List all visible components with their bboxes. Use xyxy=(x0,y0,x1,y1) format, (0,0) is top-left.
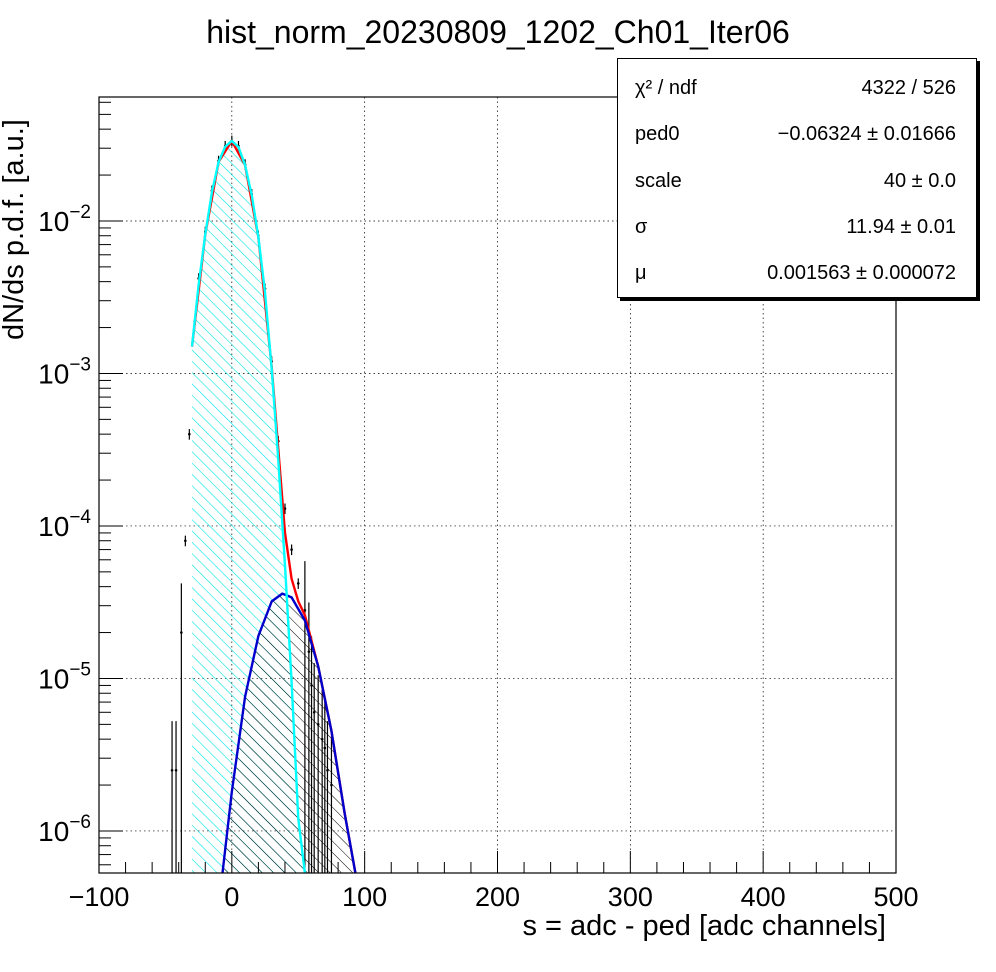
y-tick-label: 10−4 xyxy=(38,507,91,542)
data-point xyxy=(307,650,311,653)
tick-labels: −100 0 100 200 300 400 500 10−6 10−5 10−4 10−3 10−2 xyxy=(38,202,918,912)
data-point xyxy=(296,582,300,585)
stat-value: −0.06324 ± 0.01666 xyxy=(777,123,956,145)
x-tick-label: 200 xyxy=(475,882,520,912)
stat-value: 40 ± 0.0 xyxy=(883,170,956,192)
y-tick-label: 10−3 xyxy=(38,354,91,389)
x-tick-label: 300 xyxy=(608,882,653,912)
y-tick-label: 10−5 xyxy=(38,659,91,694)
data-point xyxy=(326,768,329,772)
data-point xyxy=(180,631,183,634)
x-axis-label: s = adc - ped [adc channels] xyxy=(522,910,886,942)
x-tick-label: −100 xyxy=(69,882,130,912)
data-point xyxy=(174,768,178,772)
stat-row-scale: scale 40 ± 0.0 xyxy=(635,170,956,200)
y-tick-label: 10−6 xyxy=(38,812,91,847)
stat-key: scale xyxy=(635,170,682,192)
data-point xyxy=(310,684,313,687)
stat-value: 4322 / 526 xyxy=(861,77,956,99)
fit-stats-box: χ² / ndf 4322 / 526 ped0 −0.06324 ± 0.01… xyxy=(617,58,977,298)
x-tick-label: 0 xyxy=(224,882,239,912)
data-point xyxy=(323,746,327,750)
stat-key: μ xyxy=(635,262,647,284)
axis-ticks xyxy=(98,101,897,873)
stat-value: 0.001563 ± 0.000072 xyxy=(767,262,956,284)
fit-curves xyxy=(190,139,357,873)
data-point xyxy=(320,737,324,741)
data-point xyxy=(312,710,316,714)
y-axis-label: dN/ds p.d.f. [a.u.] xyxy=(0,119,30,340)
stat-key: χ² / ndf xyxy=(635,77,697,99)
stat-key: σ xyxy=(635,216,648,238)
y-tick-label: 10−2 xyxy=(38,202,91,237)
stat-value: 11.94 ± 0.01 xyxy=(846,216,956,238)
data-point xyxy=(330,783,333,787)
stat-row-mu: μ 0.001563 ± 0.000072 xyxy=(635,262,956,292)
chart-title: hist_norm_20230809_1202_Ch01_Iter06 xyxy=(206,14,790,50)
stat-key: ped0 xyxy=(635,123,680,145)
data-point xyxy=(184,539,187,543)
data-point xyxy=(290,548,293,551)
data-point xyxy=(170,768,174,772)
data-point xyxy=(316,723,320,726)
data-point xyxy=(188,432,191,436)
pedestal-component-curve xyxy=(190,139,307,873)
x-tick-label: 400 xyxy=(741,882,786,912)
x-tick-label: 500 xyxy=(873,882,918,912)
stat-row-chi2: χ² / ndf 4322 / 526 xyxy=(635,77,956,107)
data-point xyxy=(303,608,307,612)
x-tick-label: 100 xyxy=(342,882,387,912)
data-point xyxy=(283,507,287,510)
stat-row-ped0: ped0 −0.06324 ± 0.01666 xyxy=(635,123,956,153)
y-axis-label-wrap: dN/ds p.d.f. [a.u.] xyxy=(0,119,32,340)
stat-row-sigma: σ 11.94 ± 0.01 xyxy=(635,216,956,246)
